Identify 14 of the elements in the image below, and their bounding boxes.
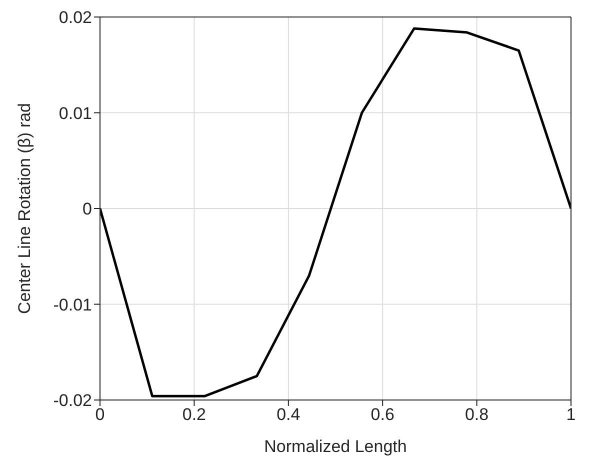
line-series: [100, 27, 571, 398]
x-axis-title: Normalized Length: [264, 437, 407, 456]
y-tick-label: 0.02: [58, 8, 92, 28]
y-tick-label: -0.01: [53, 295, 92, 314]
x-tick-label: 0.2: [182, 405, 206, 424]
y-tick-label: 0.01: [58, 104, 92, 123]
y-tick-label: 0: [82, 200, 92, 219]
x-tick-label: 1: [566, 405, 576, 424]
x-tick-label: 0.8: [464, 405, 489, 424]
x-tick-label: 0.6: [370, 405, 394, 424]
y-axis-title: Center Line Rotation (β) rad: [15, 102, 34, 314]
x-tick-label: 0: [95, 405, 105, 424]
x-tick-label: 0.4: [276, 405, 300, 424]
y-tick-label: -0.02: [53, 391, 92, 410]
